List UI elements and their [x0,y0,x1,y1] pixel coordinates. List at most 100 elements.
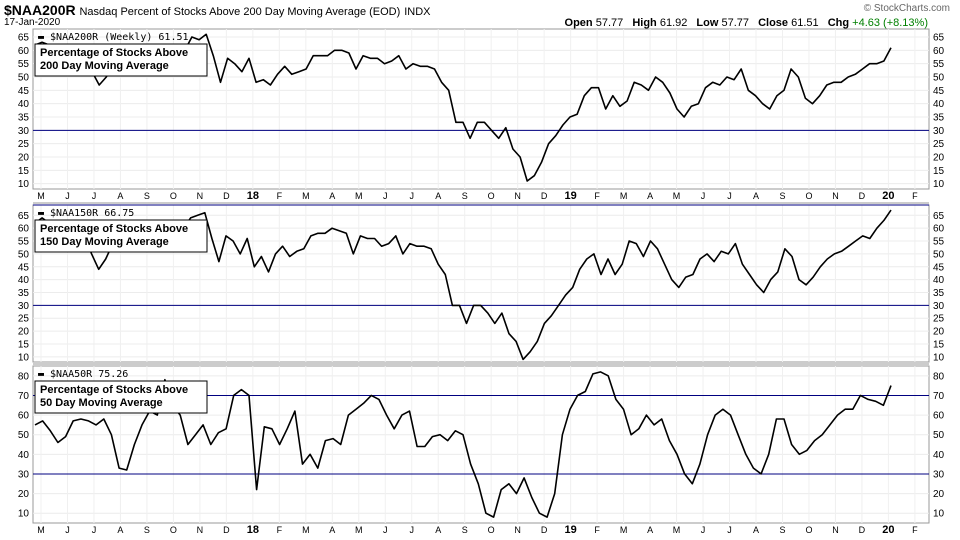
x-tick-label: S [462,191,468,201]
y-tick-left: 70 [18,391,30,402]
x-tick-label: O [805,191,812,201]
x-tick-label: J [409,525,414,535]
y-tick-left: 20 [18,489,30,500]
x-tick-label: A [647,191,653,201]
y-tick-left: 55 [18,59,30,70]
x-tick-label: F [594,525,600,535]
y-tick-right: 55 [933,237,945,248]
brand-logo: © StockCharts.com [863,3,950,14]
x-tick-label: O [488,525,495,535]
y-tick-left: 80 [18,371,30,382]
x-tick-label: J [65,525,70,535]
y-tick-left: 10 [18,509,30,520]
x-tick-label: D [541,525,548,535]
high-value: 61.92 [659,17,688,29]
x-tick-label: N [514,191,521,201]
annotation-text: 150 Day Moving Average [40,236,169,248]
annotation-box [34,43,208,77]
x-tick-label: M [302,525,310,535]
y-tick-right: 45 [933,86,945,97]
chg-label: Chg [827,17,850,29]
y-tick-left: 60 [18,46,30,57]
y-tick-right: 50 [933,73,945,84]
x-tick-label: M [302,191,310,201]
low-label: Low [696,17,719,29]
y-tick-left: 30 [18,126,30,137]
annotation-text: 200 Day Moving Average [40,60,169,72]
panel-50: 10 10 20 20 30 30 40 40 50 50 60 60 70 70 80 80 ▬ $NAA50… [18,365,945,536]
chart-header: $NAA200R Nasdaq Percent of Stocks Above … [4,2,956,30]
x-tick-label: M [620,191,628,201]
x-tick-label: N [197,191,204,201]
x-tick-label: A [329,191,335,201]
y-tick-right: 65 [933,211,945,222]
y-tick-right: 20 [933,489,945,500]
y-tick-right: 20 [933,153,945,164]
x-tick-label: M [355,525,363,535]
x-tick-label: A [753,191,759,201]
x-tick-label: S [144,525,150,535]
y-tick-left: 30 [18,469,30,480]
y-tick-right: 30 [933,126,945,137]
x-tick-label: M [355,191,363,201]
x-tick-label: D [541,191,548,201]
y-tick-left: 50 [18,430,30,441]
y-tick-left: 65 [18,211,30,222]
y-tick-right: 10 [933,352,945,363]
y-tick-left: 25 [18,139,30,150]
x-tick-label: S [144,191,150,201]
x-tick-label: M [673,191,681,201]
x-tick-label: F [277,525,283,535]
x-tick-label: A [117,525,123,535]
y-tick-left: 30 [18,301,30,312]
x-tick-label: D [223,191,230,201]
x-tick-label: 20 [882,190,894,202]
y-tick-left: 25 [18,314,30,325]
y-tick-left: 65 [18,33,30,44]
x-tick-label: J [701,525,706,535]
x-tick-label: F [277,191,283,201]
y-tick-left: 20 [18,153,30,164]
symbol-title: $NAA200R Nasdaq Percent of Stocks Above … [4,2,430,18]
high-label: High [632,17,657,29]
y-tick-left: 60 [18,411,30,422]
x-tick-label: O [488,191,495,201]
annotation-text: Percentage of Stocks Above [40,384,188,396]
close-value: 61.51 [791,17,819,29]
y-tick-right: 60 [933,224,945,235]
annotation-box [34,380,208,414]
x-tick-label: F [912,191,918,201]
y-tick-left: 60 [18,224,30,235]
x-tick-label: J [409,191,414,201]
y-tick-right: 65 [933,33,945,44]
y-tick-right: 50 [933,430,945,441]
panel-200: 10 10 15 15 20 20 25 25 30 30 35 35 40 40 45 45 50 50 55 55… [18,28,945,202]
x-tick-label: S [462,525,468,535]
panel-label: ▬ $NAA200R (Weekly) 61.51 [38,32,189,43]
annotation-text: Percentage of Stocks Above [40,223,188,235]
x-tick-label: A [435,525,441,535]
x-tick-label: F [912,525,918,535]
x-tick-label: J [727,525,732,535]
x-tick-label: D [859,191,866,201]
x-tick-label: J [65,191,70,201]
annotation-text: Percentage of Stocks Above [40,47,188,59]
annotation-box [34,219,208,253]
y-tick-left: 35 [18,288,30,299]
ohlc-readout: Open 57.77 High 61.92 Low 57.77 Close 61… [565,17,928,29]
x-tick-label: 18 [247,190,259,202]
low-value: 57.77 [721,17,750,29]
y-tick-left: 10 [18,179,30,190]
x-tick-label: N [832,191,839,201]
y-tick-right: 10 [933,509,945,520]
y-tick-left: 20 [18,327,30,338]
x-tick-label: S [779,191,785,201]
y-tick-right: 25 [933,314,945,325]
y-tick-right: 15 [933,166,945,177]
y-tick-right: 50 [933,249,945,260]
y-tick-left: 50 [18,249,30,260]
x-tick-label: M [620,525,628,535]
x-tick-label: N [832,525,839,535]
x-tick-label: N [514,525,521,535]
